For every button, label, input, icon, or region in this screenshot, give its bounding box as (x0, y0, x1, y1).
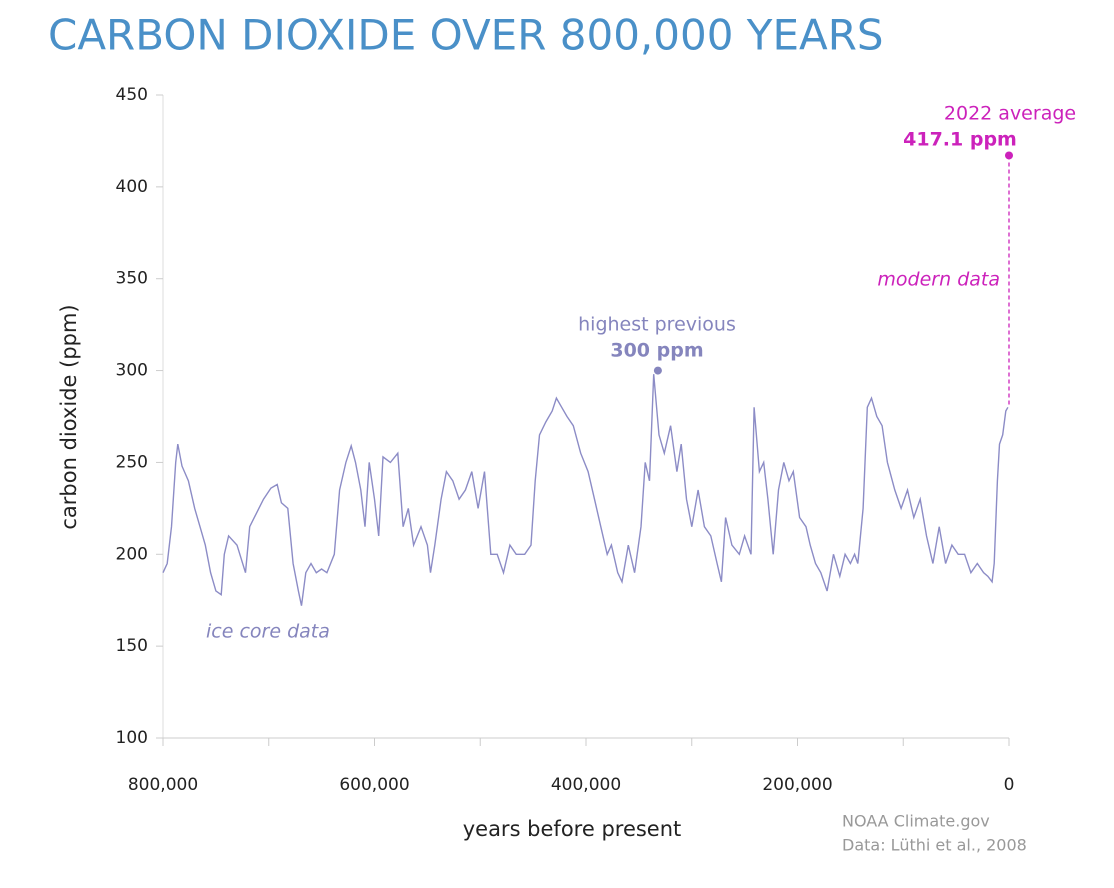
x-axis-label: years before present (463, 817, 682, 841)
chart-title: CARBON DIOXIDE OVER 800,000 YEARS (48, 11, 884, 60)
modern-label: modern data (877, 269, 1000, 291)
modern-annotation: 2022 average (944, 103, 1076, 125)
highest-value: 300 ppm (610, 340, 703, 362)
y-tick-label: 200 (116, 544, 148, 564)
x-tick-label: 600,000 (339, 775, 409, 795)
y-tick-label: 100 (116, 728, 148, 748)
x-tick-label: 800,000 (128, 775, 198, 795)
source: Data: Lüthi et al., 2008 (842, 836, 1027, 855)
y-axis-label: carbon dioxide (ppm) (57, 304, 81, 529)
x-tick-label: 400,000 (551, 775, 621, 795)
source: NOAA Climate.gov (842, 812, 990, 831)
modern-point (1005, 151, 1013, 160)
y-tick-label: 300 (116, 361, 148, 381)
y-tick-label: 450 (116, 85, 148, 105)
modern-value: 417.1 ppm (903, 129, 1017, 151)
data-line (162, 374, 1009, 606)
y-tick-label: 350 (116, 269, 148, 289)
y-tick-label: 150 (116, 636, 148, 656)
x-tick-label: 200,000 (762, 775, 832, 795)
highest-point (653, 366, 662, 375)
x-tick-label: 0 (1004, 775, 1015, 795)
y-tick-label: 250 (116, 452, 148, 472)
y-tick-label: 400 (116, 177, 148, 197)
series-label: ice core data (206, 621, 330, 643)
highest-annotation: highest previous (578, 314, 736, 336)
